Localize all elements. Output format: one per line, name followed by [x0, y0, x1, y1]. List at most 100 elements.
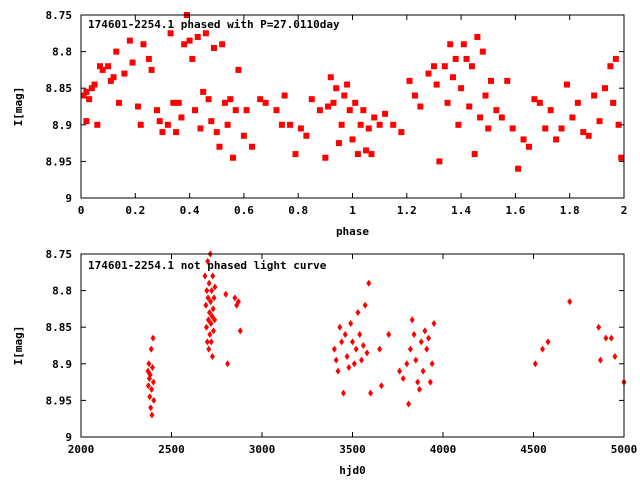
- phased-data-point: [287, 121, 294, 128]
- unphased-data-point: [203, 323, 209, 331]
- phased-data-point: [417, 103, 424, 110]
- unphased-data-point: [335, 367, 341, 375]
- unphased-data-point: [209, 287, 215, 295]
- phased-y-axis-label: I[mag]: [12, 87, 25, 127]
- phased-data-point: [121, 70, 128, 77]
- phased-data-point: [205, 96, 212, 103]
- phased-data-point: [94, 121, 101, 128]
- unphased-x-axis-label: hjd0: [339, 464, 366, 477]
- unphased-data-point: [342, 331, 348, 339]
- phased-data-point: [126, 37, 133, 44]
- phased-data-point: [509, 125, 516, 132]
- phased-data-point: [436, 158, 443, 165]
- phased-data-point: [154, 107, 161, 114]
- phased-data-point: [574, 99, 581, 106]
- phased-data-point: [591, 92, 598, 99]
- phased-data-point: [610, 99, 617, 106]
- phased-data-point: [243, 107, 250, 114]
- phased-data-point: [615, 121, 622, 128]
- unphased-data-point: [209, 352, 215, 360]
- phased-data-point: [86, 96, 93, 103]
- unphased-data-point: [206, 345, 212, 353]
- unphased-data-point: [205, 257, 211, 265]
- unphased-data-point: [422, 327, 428, 335]
- phased-data-point: [333, 85, 340, 92]
- unphased-data-point: [340, 389, 346, 397]
- unphased-data-point: [344, 352, 350, 360]
- unphased-data-point: [235, 298, 241, 306]
- unphased-y-tick-label: 9: [65, 431, 72, 444]
- phased-data-point: [80, 92, 87, 99]
- unphased-data-point: [612, 352, 618, 360]
- phased-data-point: [178, 114, 185, 121]
- unphased-data-point: [212, 283, 218, 291]
- unphased-data-point: [597, 356, 603, 364]
- phased-data-point: [547, 107, 554, 114]
- phased-x-axis-label: phase: [336, 225, 369, 238]
- phased-data-point: [357, 121, 364, 128]
- phased-data-point: [327, 74, 334, 81]
- phased-data-point: [468, 63, 475, 70]
- phased-data-point: [346, 107, 353, 114]
- unphased-data-point: [362, 301, 368, 309]
- unphased-data-point: [409, 316, 415, 324]
- phased-data-point: [116, 99, 123, 106]
- phased-data-point: [148, 66, 155, 73]
- phased-data-point: [232, 107, 239, 114]
- unphased-y-tick-label: 8.75: [46, 248, 73, 261]
- phased-data-point: [482, 92, 489, 99]
- unphased-data-point: [204, 287, 210, 295]
- phased-data-point: [493, 107, 500, 114]
- phased-data-point: [504, 77, 511, 84]
- unphased-data-point: [608, 334, 614, 342]
- phased-data-point: [213, 129, 220, 136]
- unphased-data-point: [416, 385, 422, 393]
- phased-data-point: [365, 125, 372, 132]
- phased-x-tick-label: 0.4: [180, 204, 200, 217]
- unphased-data-point: [147, 371, 153, 379]
- unphased-data-point: [208, 320, 214, 328]
- phased-data-point: [97, 63, 104, 70]
- phased-data-point: [107, 77, 114, 84]
- unphased-data-point: [339, 338, 345, 346]
- phased-data-point: [278, 121, 285, 128]
- unphased-data-point: [366, 279, 372, 287]
- phased-x-tick-label: 0: [78, 204, 85, 217]
- unphased-data-point: [204, 338, 210, 346]
- phased-data-point: [202, 30, 209, 37]
- unphased-data-point: [208, 298, 214, 306]
- unphased-data-point: [237, 327, 243, 335]
- unphased-data-point: [149, 385, 155, 393]
- phased-data-point: [99, 66, 106, 73]
- phased-data-point: [515, 165, 522, 172]
- phased-data-point: [137, 121, 144, 128]
- phased-data-point: [520, 136, 527, 143]
- unphased-x-tick-label: 5000: [611, 443, 638, 456]
- phased-x-tick-label: 1.2: [397, 204, 417, 217]
- phased-data-point: [208, 118, 215, 125]
- unphased-data-point: [603, 334, 609, 342]
- phased-data-point: [363, 147, 370, 154]
- phased-data-point: [83, 118, 90, 125]
- unphased-data-point: [532, 360, 538, 368]
- phased-data-point: [471, 151, 478, 158]
- unphased-data-point: [545, 338, 551, 346]
- phased-data-point: [344, 81, 351, 88]
- unphased-y-tick-label: 8.95: [46, 394, 73, 407]
- phased-data-point: [219, 41, 226, 48]
- unphased-data-point: [350, 338, 355, 346]
- phased-data-point: [211, 44, 218, 51]
- phased-data-point: [596, 118, 603, 125]
- unphased-data-point: [364, 349, 370, 357]
- phased-data-point: [308, 96, 315, 103]
- phased-panel: 0 0.2 0.4 0.6 0.8 1 1.2 1.4 1.6 1.8 2 8.75 8.8 8.85 8.…: [12, 9, 627, 238]
- phased-data-point: [175, 99, 182, 106]
- unphased-data-point: [209, 312, 215, 320]
- unphased-y-tick-label: 8.8: [52, 285, 72, 298]
- phased-data-point: [194, 33, 201, 40]
- phased-data-point: [221, 99, 228, 106]
- phased-data-point: [433, 81, 440, 88]
- unphased-data-point: [386, 331, 392, 339]
- phased-data-point: [186, 37, 193, 44]
- unphased-data-point: [596, 323, 602, 331]
